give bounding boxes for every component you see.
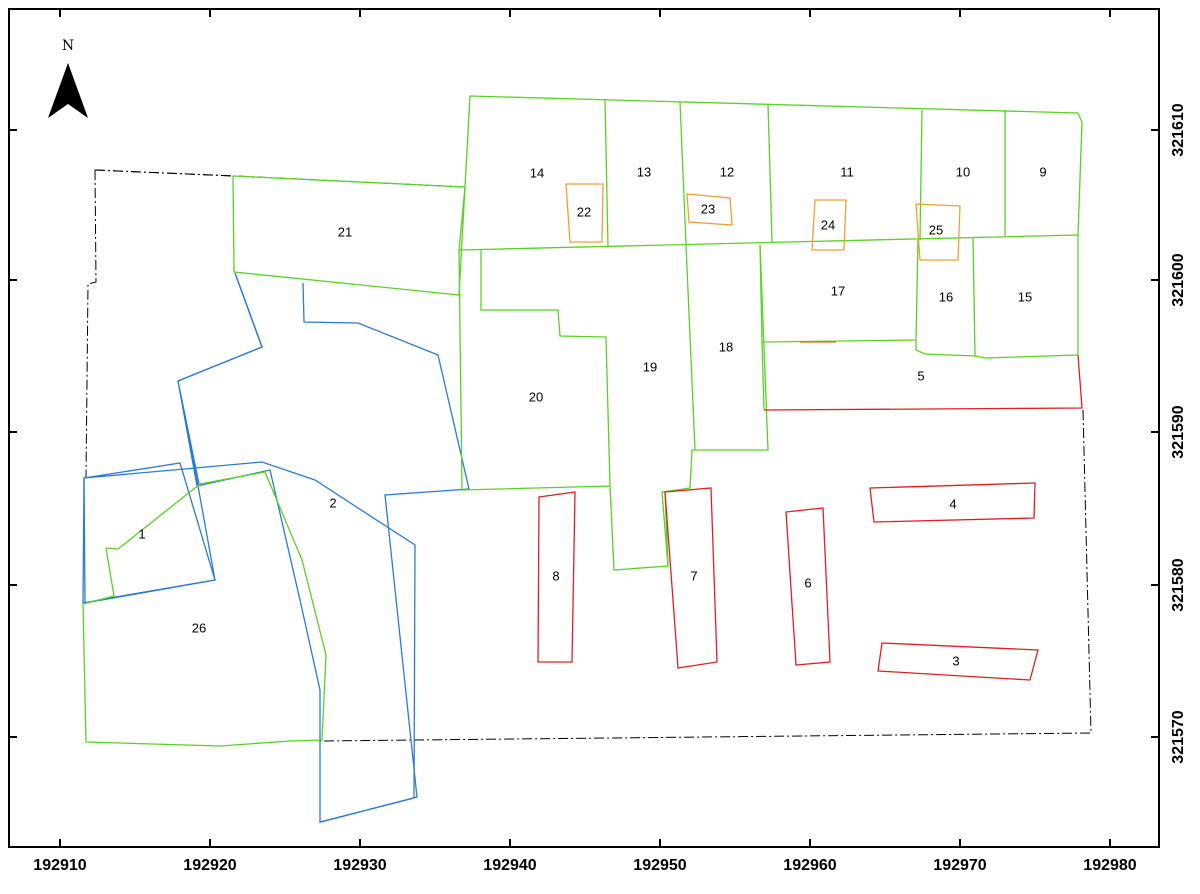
bottom-ticks [59,839,1111,847]
parcel-label: 19 [643,359,657,374]
green-parcels [82,95,1083,747]
parcel-label: 16 [939,289,953,304]
parcel-label: 9 [1039,164,1046,179]
parcel-label: 10 [956,164,970,179]
north-arrow-icon: N [48,38,88,118]
parcel-label: 3 [952,653,959,668]
y-axis-labels: 321610 321600 321590 321580 321570 [1170,103,1187,763]
parcel-label: 2 [329,495,336,510]
parcel-label: 23 [701,201,715,216]
study-area-boundary-path [85,169,1092,742]
parcel-label: 15 [1018,289,1032,304]
y-tick-label: 321580 [1170,558,1187,611]
parcel-label: 1 [138,526,145,541]
parcel-label: 18 [719,339,733,354]
x-axis-labels: 192910 192920 192930 192940 192950 19296… [33,857,1136,874]
parcel-label: 14 [530,165,544,180]
map-frame [8,8,1160,848]
parcel-label: 17 [831,283,845,298]
parcel-label: 25 [929,222,943,237]
x-tick-label: 192940 [483,857,536,874]
right-ticks [1151,129,1159,738]
parcel-label: 13 [637,164,651,179]
y-tick-label: 321590 [1170,405,1187,458]
parcel-label: 20 [529,389,543,404]
x-tick-label: 192910 [33,857,86,874]
parcel-2-outline [82,272,416,823]
x-tick-label: 192970 [933,857,986,874]
parcel-label: 7 [690,568,697,583]
parcel-1-outline [83,462,216,604]
top-ticks [59,9,1111,17]
north-label: N [62,38,74,54]
parcel-label: 12 [720,164,734,179]
x-tick-label: 192980 [1083,857,1136,874]
parcel-label: 5 [917,368,924,383]
parcel-labels: 1 2 3 4 5 6 7 8 9 10 11 12 13 14 15 16 1… [138,164,1046,668]
x-tick-label: 192950 [633,857,686,874]
x-tick-label: 192930 [333,857,386,874]
y-tick-label: 321610 [1170,103,1187,156]
parcel-label: 21 [338,224,352,239]
y-tick-label: 321570 [1170,710,1187,763]
parcel-label: 4 [949,496,956,511]
red-parcels [537,354,1083,681]
left-ticks [9,129,17,738]
parcel-label: 22 [577,204,591,219]
x-tick-label: 192920 [183,857,236,874]
x-tick-label: 192960 [783,857,836,874]
blue-parcels [82,272,470,823]
orange-parcels [565,183,961,343]
parcel-label: 26 [192,620,206,635]
parcel-label: 6 [804,575,811,590]
y-tick-label: 321600 [1170,253,1187,306]
parcel-label: 8 [552,568,559,583]
parcel-label: 11 [840,164,854,179]
parcel-label: 24 [821,217,835,232]
